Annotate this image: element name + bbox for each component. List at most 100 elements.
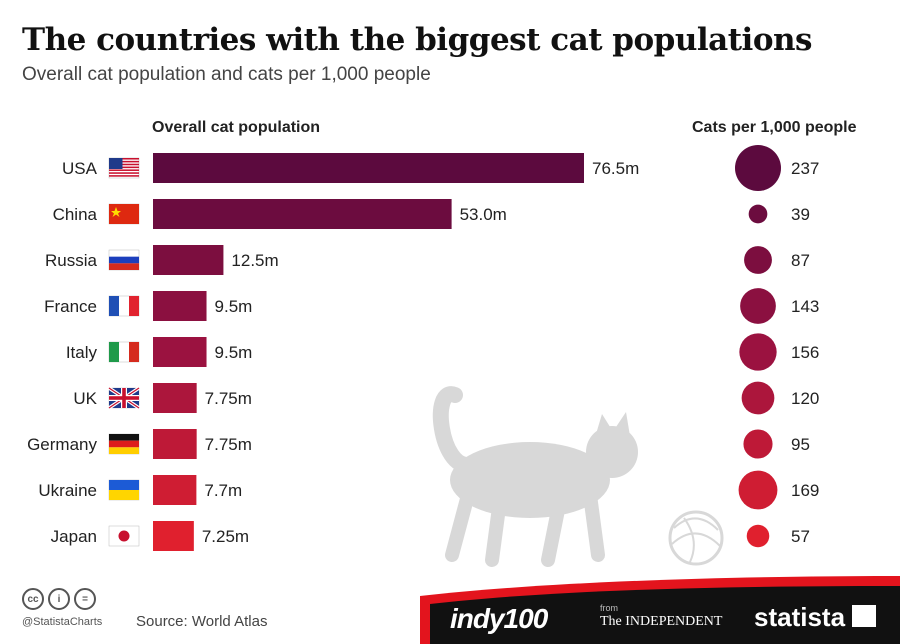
cat-leg — [485, 493, 507, 567]
bubble-point — [735, 145, 781, 191]
statista-logo: statista — [754, 602, 846, 632]
flag-stripe — [109, 166, 139, 169]
footer-handle: @StatistaCharts — [22, 616, 103, 628]
chart-title: The countries with the biggest cat popul… — [22, 22, 813, 58]
bubble-point — [741, 381, 775, 415]
flag-cross-red — [109, 396, 139, 400]
footer-band — [430, 586, 900, 644]
license-icons: cc i = — [22, 588, 96, 610]
yarn-ball-strands — [671, 517, 721, 563]
category-label: Russia — [45, 251, 98, 270]
cat-leg — [541, 493, 567, 567]
category-label: France — [44, 297, 97, 316]
cat-head — [586, 426, 638, 478]
flag-stripe — [109, 158, 139, 160]
flag-stripe — [109, 263, 139, 270]
bar-value-label: 12.5m — [231, 251, 278, 270]
bar — [153, 475, 197, 505]
chart-subtitle: Overall cat population and cats per 1,00… — [22, 64, 431, 85]
category-label: USA — [62, 159, 98, 178]
cat-leg — [583, 488, 605, 562]
category-label: Ukraine — [38, 481, 97, 500]
flag-sun — [118, 530, 130, 542]
flag-stripe — [109, 163, 139, 166]
attribution-icon: i — [48, 588, 70, 610]
flag-stripe — [109, 256, 139, 264]
independent-logo: The INDEPENDENT — [600, 614, 723, 629]
bar — [153, 429, 197, 459]
bubble-point — [738, 470, 778, 510]
category-label: Germany — [27, 435, 97, 454]
cat-ear-right — [614, 412, 630, 436]
source-note: Source: World Atlas — [136, 613, 268, 630]
bubble-value-label: 39 — [791, 205, 810, 224]
bubble-point — [743, 429, 773, 459]
indy100-logo: indy100 — [450, 603, 548, 634]
bar-value-label: 7.7m — [204, 481, 242, 500]
bar — [153, 337, 207, 367]
flag-stripe — [109, 172, 139, 174]
statista-mark-icon — [852, 605, 876, 627]
china-flag-icon — [108, 203, 140, 225]
flag-stripe — [109, 447, 139, 454]
flag-stripe — [109, 342, 119, 362]
flag-field — [109, 204, 139, 224]
bar-value-label: 76.5m — [592, 159, 639, 178]
bubble-point — [744, 246, 772, 274]
bar — [153, 245, 224, 275]
flag-stripe — [109, 296, 119, 316]
flag-stripe — [109, 175, 139, 177]
us-flag-icon — [108, 157, 140, 179]
category-label: China — [53, 205, 98, 224]
bar-column-heading: Overall cat population — [152, 119, 321, 136]
category-label: UK — [73, 389, 97, 408]
flag-stripe — [129, 342, 139, 362]
bar — [153, 383, 197, 413]
bar-value-label: 7.25m — [202, 527, 249, 546]
flag-stripe — [109, 434, 139, 441]
ukraine-flag-icon — [108, 479, 140, 501]
brand-from-text: from — [600, 603, 618, 613]
category-label: Italy — [66, 343, 98, 362]
france-flag-icon — [108, 295, 140, 317]
bubble-value-label: 237 — [791, 159, 819, 178]
bar-value-label: 9.5m — [215, 343, 253, 362]
cat-body — [450, 442, 610, 518]
bar — [153, 291, 207, 321]
bar-value-label: 7.75m — [205, 389, 252, 408]
bubble-value-label: 156 — [791, 343, 819, 362]
bubble-value-label: 143 — [791, 297, 819, 316]
bubble-value-label: 169 — [791, 481, 819, 500]
flag-stripe — [129, 296, 139, 316]
bubble-value-label: 95 — [791, 435, 810, 454]
japan-flag-icon — [108, 525, 140, 547]
bubble-point — [739, 333, 777, 371]
flag-star — [111, 207, 121, 217]
bar — [153, 521, 194, 551]
bubble-point — [748, 204, 768, 224]
russia-flag-icon — [108, 249, 140, 271]
bubble-point — [740, 288, 776, 324]
creative-commons-icon: cc — [22, 588, 44, 610]
flag-stripe — [109, 160, 139, 163]
cat-ear-left — [596, 414, 612, 434]
bar-value-label: 9.5m — [215, 297, 253, 316]
uk-flag-icon — [108, 386, 140, 410]
flag-stripe — [109, 490, 139, 500]
flag-stripe — [109, 440, 139, 448]
bubble-value-label: 87 — [791, 251, 810, 270]
bar — [153, 199, 452, 229]
bar — [153, 153, 584, 183]
cat-leg — [445, 488, 475, 562]
category-label: Japan — [51, 527, 97, 546]
flag-canton — [109, 158, 123, 169]
bubble-value-label: 120 — [791, 389, 819, 408]
italy-flag-icon — [108, 341, 140, 363]
flag-stripe — [109, 480, 139, 490]
yarn-ball-icon — [668, 510, 724, 566]
cat-silhouette-icon — [432, 386, 724, 567]
bar-value-label: 53.0m — [460, 205, 507, 224]
germany-flag-icon — [108, 433, 140, 455]
cat-tail — [432, 386, 478, 473]
